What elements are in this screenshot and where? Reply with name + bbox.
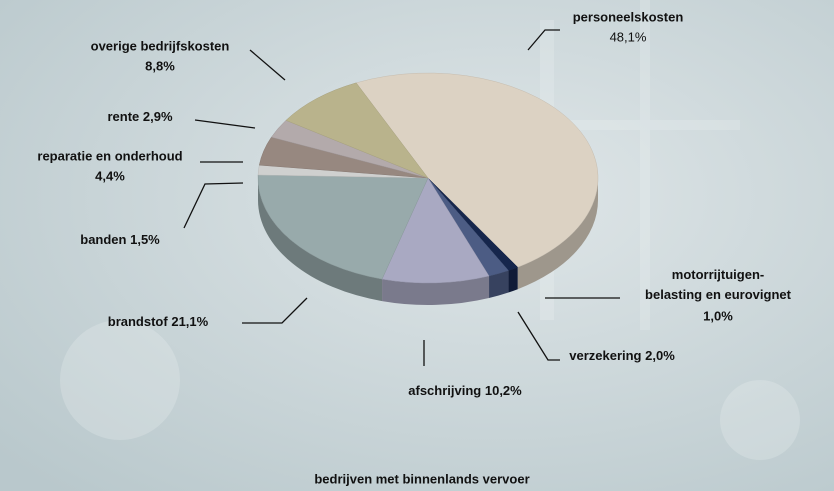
category-label: banden: [80, 232, 126, 247]
category-label: reparatie en onderhoud: [37, 148, 182, 163]
value-label: 10,2%: [485, 383, 522, 398]
category-label: rente: [107, 109, 139, 124]
slice: [285, 82, 429, 179]
category-label: afschrijving: [408, 383, 481, 398]
pie-tops: [257, 72, 599, 284]
slice-label: rente 2,9%: [107, 109, 172, 124]
pie-sides: [258, 178, 598, 305]
slice: [355, 72, 599, 268]
slice-side: [258, 178, 383, 302]
category-label-line: belasting en eurovignet: [645, 287, 792, 302]
chart-title: bedrijven met binnenlands vervoer: [314, 471, 529, 486]
leader-line: [242, 297, 308, 324]
value-label: 1,5%: [130, 232, 160, 247]
value-label: 4,4%: [95, 168, 125, 183]
value-label: 48,1%: [610, 29, 647, 44]
slice: [381, 177, 490, 284]
category-label-line: motorrijtuigen-: [672, 267, 764, 282]
value-label: 1,0%: [703, 308, 733, 323]
category-label: motorrijtuigen-belasting en eurovignet: [645, 267, 792, 302]
value-label: 8,8%: [145, 58, 175, 73]
pie: [257, 72, 599, 305]
category-label: overige bedrijfskosten: [91, 38, 230, 53]
slice-side: [517, 178, 598, 290]
slice: [257, 174, 429, 280]
slice-label: brandstof 21,1%: [108, 314, 209, 329]
leader-line: [527, 29, 560, 51]
slice-label: afschrijving 10,2%: [408, 383, 522, 398]
value-label: 2,9%: [143, 109, 173, 124]
leader-line: [517, 311, 560, 361]
slice-side: [508, 267, 518, 293]
category-label: personeelskosten: [573, 9, 684, 24]
slice-side: [489, 270, 509, 298]
slice-label: verzekering 2,0%: [569, 348, 675, 363]
slice-side: [382, 275, 490, 305]
category-label: verzekering: [569, 348, 641, 363]
leader-line: [249, 49, 286, 81]
value-label: 2,0%: [645, 348, 675, 363]
leader-line: [194, 119, 256, 129]
leader-line: [183, 182, 244, 229]
value-label: 21,1%: [171, 314, 208, 329]
slice-label: banden 1,5%: [80, 232, 160, 247]
category-label: brandstof: [108, 314, 169, 329]
